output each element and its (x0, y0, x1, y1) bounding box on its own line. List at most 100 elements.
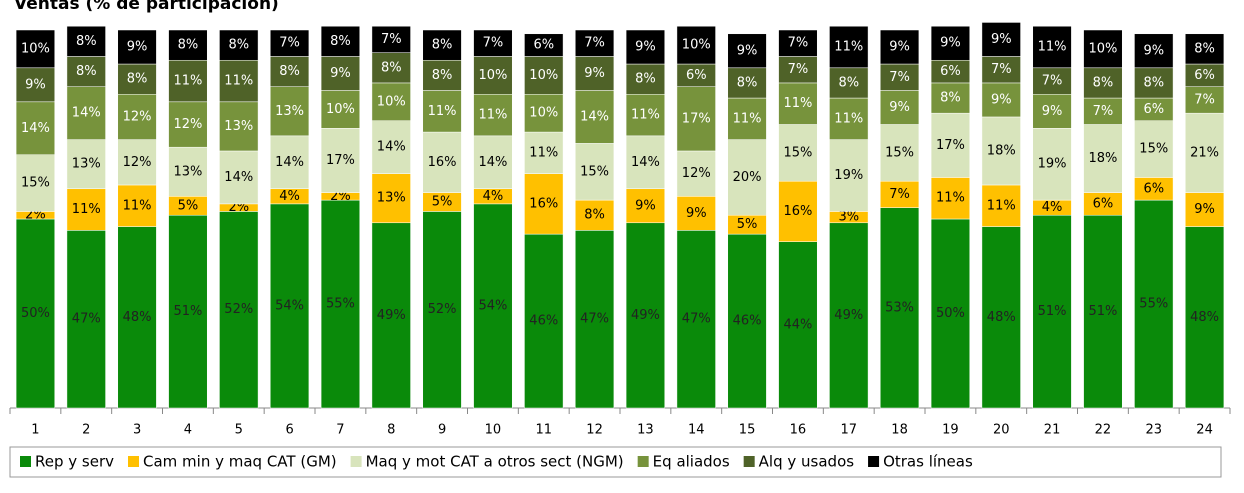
x-tick-label: 5 (235, 423, 243, 438)
bar-segment (727, 139, 767, 216)
bar-segment (829, 97, 869, 140)
bar-segment (524, 94, 564, 133)
data-label: 7% (889, 187, 910, 202)
data-label: 12% (173, 117, 202, 132)
data-label: 17% (936, 138, 965, 153)
data-label: 14% (21, 121, 50, 136)
data-label: 15% (885, 145, 914, 160)
data-label: 6% (940, 64, 961, 79)
bar-segment (778, 241, 818, 409)
bar-segment (524, 173, 564, 235)
bar-segment (422, 90, 462, 133)
bar-segment (524, 56, 564, 95)
data-label: 11% (783, 96, 812, 111)
bar-segment (473, 29, 513, 57)
data-label: 9% (584, 66, 605, 81)
data-label: 18% (987, 143, 1016, 158)
data-label: 10% (529, 106, 558, 121)
x-tick-label: 16 (790, 423, 807, 438)
data-label: 13% (275, 104, 304, 119)
bar-segment (219, 29, 259, 61)
data-label: 11% (1038, 40, 1067, 55)
bar-segment (575, 230, 615, 409)
data-label: 11% (529, 145, 558, 160)
bar-segment (15, 67, 55, 103)
x-tick-label: 18 (891, 423, 908, 438)
bar-segment (778, 180, 818, 242)
bar-segment (15, 154, 55, 212)
data-label: 46% (529, 314, 558, 329)
data-label: 9% (127, 40, 148, 55)
data-label: 9% (1194, 202, 1215, 217)
bar-segment (371, 25, 411, 53)
data-label: 17% (682, 111, 711, 126)
data-label: 11% (478, 108, 507, 123)
bar-segment (66, 188, 106, 231)
data-label: 6% (533, 38, 554, 53)
bar-segment (676, 86, 716, 152)
bar-segment (15, 101, 55, 155)
x-tick-label: 21 (1044, 423, 1061, 438)
data-label: 15% (580, 164, 609, 179)
data-label: 48% (987, 310, 1016, 325)
bar-segment (371, 52, 411, 84)
data-label: 7% (279, 36, 300, 51)
bar-segment (117, 63, 157, 95)
data-label: 54% (275, 298, 304, 313)
data-label: 51% (1038, 304, 1067, 319)
bar-segment (930, 218, 970, 409)
bar-segment (422, 59, 462, 91)
legend-swatch (743, 456, 755, 467)
bar-segment (1032, 67, 1072, 95)
data-label: 20% (733, 170, 762, 185)
data-label: 52% (224, 302, 253, 317)
data-label: 19% (1038, 157, 1067, 172)
data-label: 13% (72, 157, 101, 172)
x-tick-label: 9 (438, 423, 446, 438)
data-label: 47% (580, 312, 609, 327)
data-label: 10% (326, 102, 355, 117)
bar-segment (219, 101, 259, 152)
bar-segment (270, 56, 310, 87)
bar-segment (320, 199, 360, 409)
bar-segment (168, 29, 208, 61)
bar-segment (270, 29, 310, 57)
data-label: 14% (478, 155, 507, 170)
data-label: 10% (21, 41, 50, 56)
bar-segment (981, 116, 1021, 186)
data-label: 51% (173, 304, 202, 319)
data-label: 49% (631, 308, 660, 323)
bar-segment (981, 22, 1021, 57)
bar-segment (422, 131, 462, 193)
data-label: 16% (428, 155, 457, 170)
bar-segment (219, 150, 259, 205)
data-label: 6% (1194, 68, 1215, 83)
bar-segment (625, 63, 665, 95)
data-label: 5% (737, 217, 758, 232)
bar-segment (930, 177, 970, 220)
legend-swatch (868, 456, 880, 467)
data-label: 8% (330, 34, 351, 49)
data-label: 8% (584, 208, 605, 223)
bar-segment (117, 184, 157, 227)
data-label: 53% (885, 300, 914, 315)
legend-label: Alq y usados (759, 453, 855, 471)
x-tick-label: 4 (184, 423, 192, 438)
data-label: 8% (127, 72, 148, 87)
bar-segment (320, 56, 360, 91)
data-label: 8% (940, 91, 961, 106)
data-label: 7% (788, 36, 809, 51)
bar-segment (1185, 226, 1225, 409)
bar-segment (778, 29, 818, 57)
data-label: 9% (1143, 43, 1164, 58)
bar-segment (524, 233, 564, 409)
bar-segment (829, 139, 869, 212)
data-label: 8% (635, 72, 656, 87)
bar-segment (880, 90, 920, 125)
legend-swatch (350, 456, 362, 467)
bar-segment (1083, 67, 1123, 99)
bar-segment (168, 214, 208, 409)
x-tick-label: 3 (133, 423, 141, 438)
bar-segment (320, 128, 360, 193)
